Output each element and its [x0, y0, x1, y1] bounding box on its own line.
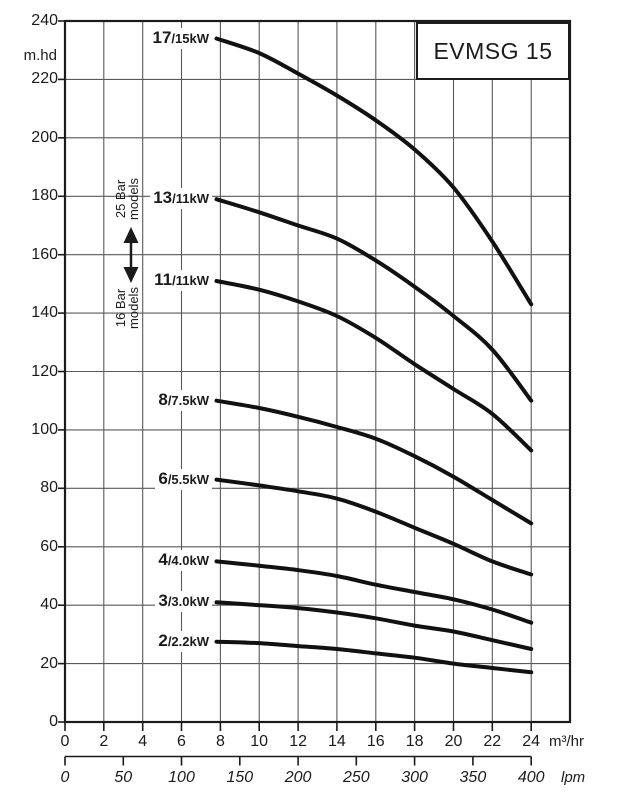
- annotation-25bar-models: 25 Bar models: [113, 178, 141, 220]
- y-tick-label: 0: [49, 713, 58, 730]
- curve-label-power: /7.5kW: [167, 392, 209, 408]
- curve-label-power: /2.2kW: [167, 633, 209, 649]
- curve-label-8: 8/7.5kW: [155, 389, 212, 411]
- curve-3: [214, 600, 534, 651]
- plot-frame: [63, 19, 572, 724]
- lpm-tick-label: 150: [226, 769, 254, 786]
- chart-title: EVMSG 15: [433, 37, 553, 64]
- curve-8: [214, 398, 534, 526]
- curve-label-4: 4/4.0kW: [155, 550, 212, 572]
- x-tick-label: 0: [60, 733, 70, 750]
- lpm-tick-label: 0: [60, 769, 70, 786]
- curve-label-model: 4: [158, 550, 168, 570]
- x-tick-label: 12: [289, 733, 307, 750]
- curve-label-11: 11/11kW: [151, 270, 212, 291]
- curve-label-power: /11kW: [172, 191, 209, 207]
- y-tick-label: 180: [31, 187, 58, 205]
- y-tick-label: 100: [31, 420, 58, 438]
- curve-label-model: 17: [152, 27, 172, 47]
- lpm-tick-label: 100: [168, 769, 195, 786]
- lpm-axis-unit: lpm: [561, 769, 586, 786]
- curve-label-power: /3.0kW: [167, 594, 209, 610]
- curve-2: [214, 639, 534, 675]
- x-tick-label: 10: [250, 733, 269, 750]
- y-tick-label: 20: [40, 654, 58, 672]
- lpm-tick-label: 50: [114, 769, 133, 786]
- curve-4: [214, 559, 534, 625]
- lpm-axis: [64, 755, 533, 766]
- x-tick-label: 6: [177, 733, 186, 750]
- curve-label-17: 17/15kW: [149, 27, 212, 49]
- y-axis-unit: m.hd: [23, 47, 57, 64]
- lpm-tick-label: 350: [459, 769, 487, 786]
- x-tick-label: 16: [366, 733, 385, 750]
- curve-label-3: 3/3.0kW: [155, 591, 212, 613]
- lpm-tick-label: 200: [284, 769, 312, 786]
- x-tick-label: 22: [483, 733, 502, 750]
- curve-label-6: 6/5.5kW: [155, 468, 212, 490]
- curve-6: [214, 477, 534, 577]
- curve-label-power: /4.0kW: [167, 553, 209, 569]
- curve-13: [214, 197, 534, 403]
- curve-label-model: 13: [153, 188, 173, 208]
- y-tick-label: 120: [31, 362, 58, 380]
- y-tick-label: 80: [40, 479, 58, 497]
- lpm-tick-label: 250: [342, 769, 370, 786]
- range-arrow-icon: [123, 227, 139, 283]
- lpm-tick-label: 400: [517, 769, 545, 786]
- y-tick-label: 220: [31, 70, 58, 88]
- x-tick-label: 2: [99, 733, 109, 750]
- x-tick-label: 4: [138, 733, 148, 750]
- chart-title-box: EVMSG 15: [416, 22, 570, 80]
- curve-label-power: /5.5kW: [167, 471, 209, 487]
- x-tick-label: 8: [215, 733, 225, 750]
- y-tick-label: 60: [40, 537, 58, 555]
- curve-label-model: 11: [154, 270, 173, 289]
- curve-label-2: 2/2.2kW: [155, 630, 212, 652]
- grid-lines: [65, 21, 570, 722]
- curve-label-model: 2: [158, 630, 168, 650]
- axis-ticks: [58, 20, 533, 731]
- x-tick-label: 24: [522, 733, 541, 750]
- annotation-16bar-models: 16 Bar models: [113, 287, 141, 329]
- x-tick-label: 18: [405, 733, 424, 750]
- curve-label-model: 3: [158, 591, 168, 611]
- y-tick-label: 40: [40, 596, 58, 614]
- curve-label-model: 6: [158, 468, 168, 488]
- y-tick-label: 200: [31, 128, 58, 146]
- x-axis-unit: m³/hr: [549, 733, 584, 750]
- y-tick-label: 240: [31, 12, 58, 29]
- curve-label-power: /11kW: [172, 273, 209, 288]
- curve-label-13: 13/11kW: [150, 188, 212, 210]
- curve-label-power: /15kW: [171, 30, 209, 46]
- curve-label-model: 8: [158, 389, 168, 409]
- y-tick-label: 140: [31, 304, 58, 322]
- y-tick-label: 160: [31, 245, 58, 263]
- curve-17: [214, 36, 534, 307]
- lpm-tick-label: 300: [401, 769, 428, 786]
- x-tick-label: 14: [327, 733, 346, 750]
- x-tick-label: 20: [444, 733, 463, 750]
- curve-11: [214, 279, 534, 453]
